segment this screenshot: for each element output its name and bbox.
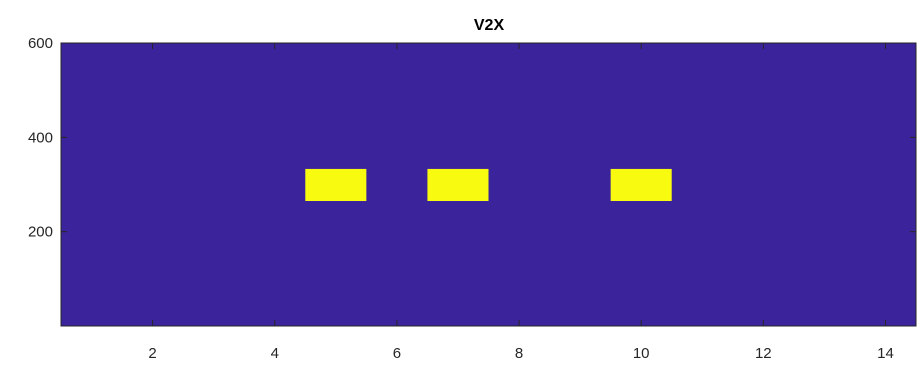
- y-tick-label-200: 200: [28, 224, 53, 241]
- heatmap-cell-1: [305, 168, 367, 202]
- x-tick-label-2: 2: [148, 345, 156, 362]
- chart-title: V2X: [474, 17, 505, 34]
- axis-tick-labels: 2 4 6 8 10 12 14 200 400 600: [28, 35, 894, 362]
- x-tick-label-12: 12: [755, 345, 772, 362]
- x-tick-label-10: 10: [633, 345, 650, 362]
- plot-frame: [60, 42, 917, 327]
- x-tick-label-4: 4: [271, 345, 279, 362]
- x-tick-label-6: 6: [393, 345, 401, 362]
- x-tick-label-8: 8: [515, 345, 523, 362]
- heatmap-cell-2: [427, 168, 489, 202]
- x-tick-label-14: 14: [877, 345, 894, 362]
- y-tick-label-600: 600: [28, 35, 53, 52]
- heatmap-cells: [305, 168, 672, 202]
- heatmap-cell-3: [610, 168, 672, 202]
- y-tick-label-400: 400: [28, 129, 53, 146]
